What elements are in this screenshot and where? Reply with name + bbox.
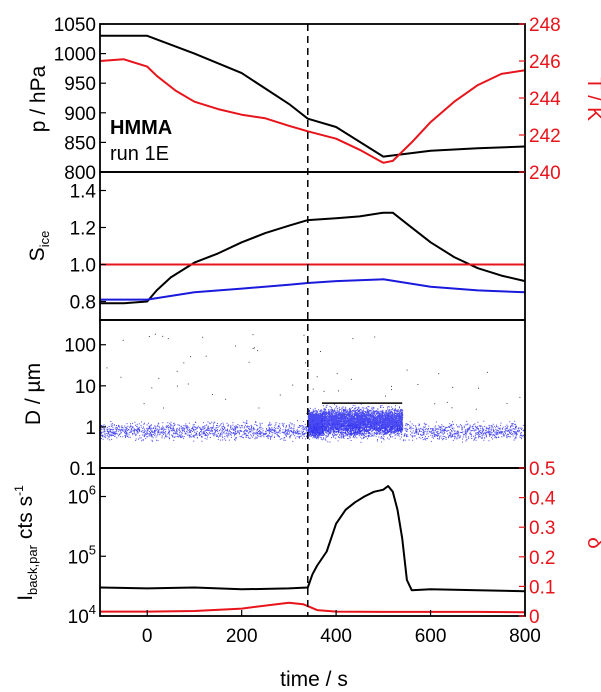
delta-tick-label: 0 <box>529 607 540 628</box>
x-tick-label: 400 <box>320 626 352 647</box>
sice-tick-label: 1.2 <box>70 219 96 240</box>
delta-tick-label: 0.5 <box>529 459 555 480</box>
x-tick-label: 0 <box>142 626 153 647</box>
sice-tick-label: 1.4 <box>70 182 97 203</box>
pressure-tick-label: 1050 <box>54 15 96 36</box>
sice-water-line <box>100 278 526 301</box>
diameter-tick-label: 0.1 <box>70 459 96 480</box>
diameter-tick-label: 100 <box>64 336 96 357</box>
pressure-tick-label: 900 <box>64 104 96 125</box>
diameter-scatter-band <box>307 407 323 440</box>
sice-tick-label: 0.8 <box>70 293 96 314</box>
tick-labels: 800850900950100010502402422442462480.81.… <box>54 15 561 647</box>
pressure-tick-label: 850 <box>64 133 96 154</box>
annotation-run: run 1E <box>110 143 169 165</box>
diameter-scatter-band <box>321 403 404 438</box>
backscatter-tick-label: 106 <box>68 483 96 509</box>
backscatter-tick-label: 105 <box>68 542 96 568</box>
y-label-backscatter: Iback,parcts s-1 <box>12 485 40 601</box>
temperature-tick-label: 244 <box>529 89 561 110</box>
y-label-temperature: T / K <box>583 77 601 121</box>
backscatter-tick-label: 104 <box>68 602 96 628</box>
x-tick-label: 800 <box>509 626 541 647</box>
delta-tick-label: 0.1 <box>529 577 555 598</box>
y-label-diameter: D / µm <box>22 363 45 425</box>
panel-frame <box>99 319 526 469</box>
diameter-scatter-sparse <box>106 333 521 415</box>
delta-tick-label: 0.2 <box>529 548 555 569</box>
temperature-line <box>99 58 526 164</box>
delta-tick-label: 0.4 <box>529 489 556 510</box>
sice-tick-label: 1.0 <box>70 256 96 277</box>
diameter-tick-label: 1 <box>85 418 96 439</box>
pressure-tick-label: 1000 <box>54 45 96 66</box>
pressure-tick-label: 950 <box>64 74 96 95</box>
panel-frames <box>99 23 526 617</box>
y-label-delta: δ <box>583 537 601 549</box>
panel-frame <box>99 467 526 617</box>
y-label-pressure: p / hPa <box>27 65 50 132</box>
delta-tick-label: 0.3 <box>529 518 555 539</box>
depolarisation-line <box>100 601 526 614</box>
annotation-hmma: HMMA <box>110 117 172 139</box>
pressure-line <box>100 34 526 158</box>
x-tick-label: 600 <box>415 626 447 647</box>
diameter-tick-label: 10 <box>75 377 96 398</box>
temperature-tick-label: 240 <box>529 163 561 184</box>
temperature-tick-label: 246 <box>529 52 561 73</box>
pressure-tick-label: 800 <box>64 163 96 184</box>
temperature-tick-label: 248 <box>529 15 561 36</box>
x-tick-label: 200 <box>226 626 258 647</box>
temperature-tick-label: 242 <box>529 126 561 147</box>
diameter-scatter-band <box>100 420 526 443</box>
x-axis-label: time / s <box>280 668 348 691</box>
backscatter-line <box>99 485 526 593</box>
y-label-sice: Sice <box>26 231 52 262</box>
